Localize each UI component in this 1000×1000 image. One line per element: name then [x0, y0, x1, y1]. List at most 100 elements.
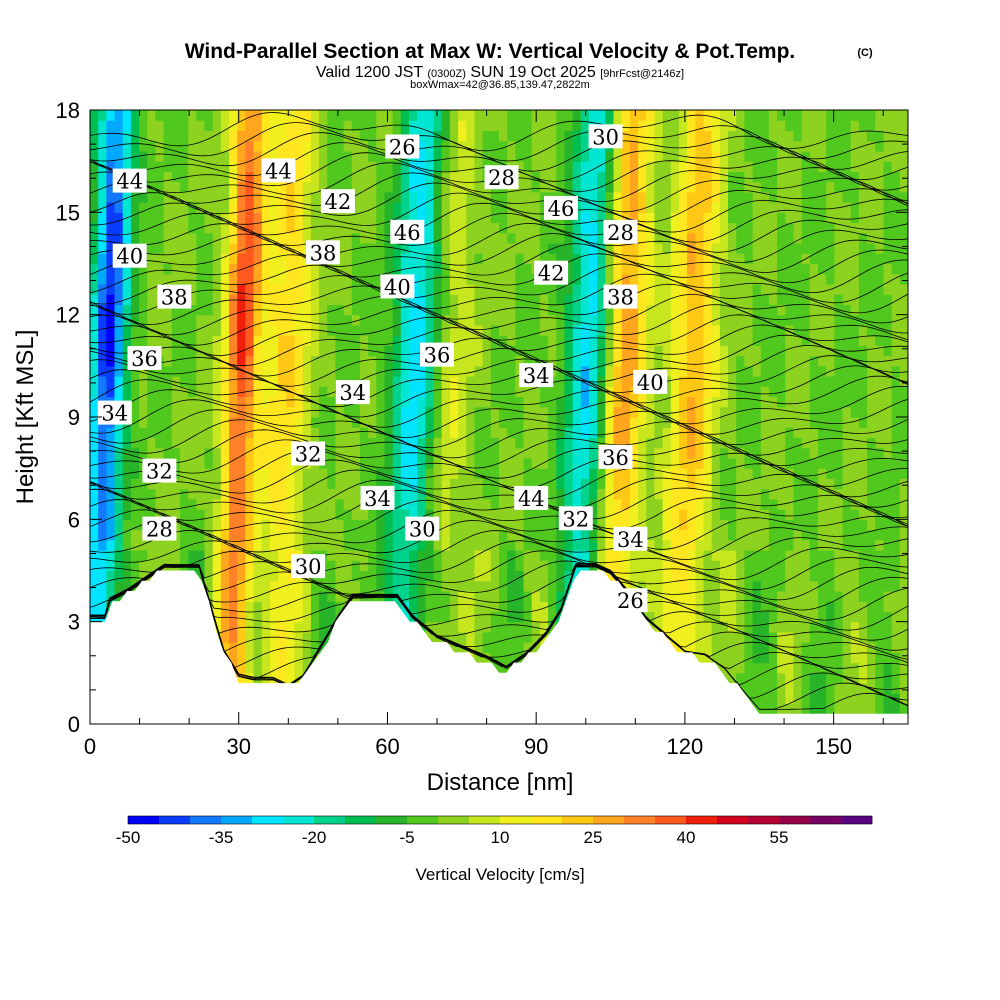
contour-label: 40 — [380, 274, 415, 299]
contour-label-text: 34 — [101, 402, 128, 426]
y-axis-label: Height [Kft MSL] — [12, 330, 39, 505]
x-tick-label: 90 — [524, 734, 548, 759]
contour-label-text: 38 — [607, 286, 634, 310]
x-tick-label: 150 — [815, 734, 852, 759]
contour-label-text: 28 — [146, 518, 173, 542]
colorbar-swatch — [345, 816, 377, 824]
colorbar-swatch — [376, 816, 408, 824]
colorbar-swatch — [469, 816, 501, 824]
contour-label: 38 — [157, 284, 192, 310]
y-tick-label: 12 — [56, 303, 80, 328]
colorbar-swatch — [314, 816, 346, 824]
colorbar-swatch — [748, 816, 780, 824]
contour-label-text: 42 — [325, 190, 352, 214]
contour-label-text: 46 — [548, 197, 575, 221]
contour-label: 34 — [613, 526, 648, 552]
colorbar-swatch — [159, 816, 191, 824]
chart-title: Wind-Parallel Section at Max W: Vertical… — [185, 40, 796, 63]
contour-label: 30 — [588, 124, 623, 149]
contour-label: 32 — [291, 441, 326, 467]
x-tick-label: 30 — [226, 734, 250, 759]
contour-label-text: 36 — [131, 347, 158, 371]
y-tick-label: 9 — [68, 405, 80, 430]
contour-label: 34 — [97, 400, 132, 426]
colorbar-swatch — [562, 816, 594, 824]
x-tick-label: 60 — [375, 734, 399, 759]
contour-label: 44 — [112, 168, 147, 194]
subtitle-utc-time: (0300Z) — [427, 68, 466, 80]
colorbar-swatch — [190, 816, 222, 824]
colorbar-ticks: -50 -35 -20 -5 10 25 40 55 — [116, 828, 789, 847]
potential-temperature-contours — [90, 112, 908, 710]
contour-label: 28 — [603, 219, 638, 245]
contour-label: 30 — [405, 516, 440, 542]
contour-label-text: 30 — [295, 555, 322, 579]
colorbar-swatch — [841, 816, 873, 824]
colorbar-swatch — [221, 816, 253, 824]
colorbar-swatch — [438, 816, 470, 824]
contour-label-text: 32 — [295, 443, 322, 467]
contour-label: 42 — [320, 189, 355, 214]
colorbar-swatch — [407, 816, 439, 824]
contour-label-text: 28 — [607, 221, 634, 245]
contour-label-text: 34 — [523, 364, 550, 388]
contour-label: 32 — [558, 506, 593, 531]
contour-label: 40 — [112, 243, 147, 269]
colorbar-swatch — [252, 816, 284, 824]
colorbar-tick-label: -5 — [399, 828, 414, 847]
contour-label: 26 — [385, 134, 420, 160]
terrain-mask — [90, 570, 908, 724]
subtitle-forecast: [9hrFcst@2146z] — [600, 68, 684, 80]
colorbar-label: Vertical Velocity [cm/s] — [415, 865, 584, 884]
contour-label: 36 — [598, 444, 633, 470]
contour-label: 28 — [484, 165, 519, 190]
y-tick-label: 0 — [68, 712, 80, 737]
colorbar-swatch — [686, 816, 718, 824]
colorbar-swatch — [128, 816, 160, 824]
contour-label-text: 28 — [488, 166, 515, 190]
y-tick-label: 18 — [56, 98, 80, 123]
contour-label-text: 40 — [384, 275, 411, 299]
contour-label: 44 — [514, 485, 549, 511]
contour-label-text: 38 — [161, 286, 188, 310]
colorbar-tick-label: -50 — [116, 828, 141, 847]
chart-subtitle: Valid 1200 JST (0300Z) SUN 19 Oct 2025 [… — [316, 64, 684, 81]
contour-label-text: 36 — [602, 446, 629, 470]
contour-label-text: 34 — [364, 487, 391, 511]
colorbar-tick-label: -35 — [209, 828, 234, 847]
contour-label: 36 — [127, 346, 162, 371]
colorbar-swatch — [655, 816, 687, 824]
colorbar-swatch — [593, 816, 625, 824]
contour-label: 40 — [633, 369, 668, 395]
contour-label: 36 — [420, 342, 454, 368]
contour-label-text: 30 — [409, 518, 436, 542]
contour-label: 34 — [519, 363, 554, 388]
contour-label-text: 26 — [617, 589, 644, 613]
contour-label-text: 32 — [146, 460, 173, 484]
x-tick-label: 120 — [667, 734, 704, 759]
contour-label-text: 30 — [592, 125, 619, 149]
contour-label-text: 44 — [116, 170, 143, 194]
colorbar — [127, 815, 873, 825]
contour-label-text: 46 — [394, 221, 421, 245]
colorbar-swatch — [283, 816, 315, 824]
contour-label: 30 — [291, 554, 326, 579]
x-axis-label: Distance [nm] — [427, 769, 574, 796]
contour-label: 38 — [603, 284, 638, 310]
contour-label: 26 — [613, 588, 648, 613]
colorbar-tick-label: -20 — [302, 828, 327, 847]
contour-label-text: 40 — [637, 371, 664, 395]
colorbar-swatch — [810, 816, 842, 824]
contour-label-text: 26 — [389, 136, 416, 160]
colorbar-swatch — [531, 816, 563, 824]
contour-labels: 44 40 38 36 34 32 28 44 42 38 34 32 30 26 46 40 36 34 30 28… — [97, 124, 668, 613]
contour-label: 34 — [360, 485, 395, 511]
contour-label: 38 — [306, 240, 340, 265]
contour-label: 34 — [335, 380, 370, 405]
contour-label: 42 — [534, 260, 569, 286]
contour-label-text: 34 — [339, 381, 366, 405]
chart-subtitle-box: boxWmax=42@36.85,139.47,2822m — [410, 79, 590, 91]
x-axis: 0 30 60 90 120 150 — [84, 110, 884, 759]
